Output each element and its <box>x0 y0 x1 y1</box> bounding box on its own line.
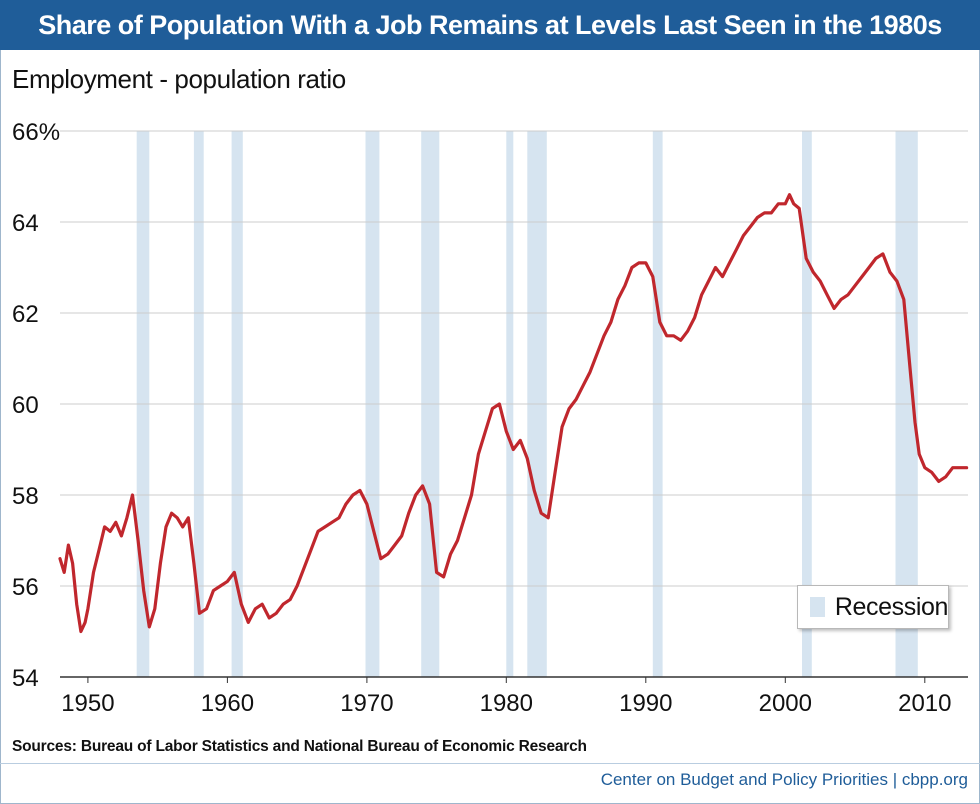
axes <box>60 676 968 683</box>
x-tick-label-1980: 1980 <box>480 690 533 717</box>
y-tick-label-64: 64 <box>12 210 39 237</box>
x-tick-labels: 1950 1960 1970 1980 1990 2000 2010 <box>61 690 951 717</box>
series-line-0 <box>58 193 969 634</box>
series-layer <box>58 193 969 634</box>
y-tick-label-60: 60 <box>12 392 39 419</box>
y-axis-title: Employment - population ratio <box>12 64 346 94</box>
x-tick-label-2010: 2010 <box>898 690 951 717</box>
x-tick-label-1950: 1950 <box>61 690 114 717</box>
x-tick-label-1990: 1990 <box>619 690 672 717</box>
legend-label: Recession <box>834 592 949 621</box>
x-tick-label-1960: 1960 <box>201 690 254 717</box>
sources-note: Sources: Bureau of Labor Statistics and … <box>12 738 587 755</box>
x-tick-label-1970: 1970 <box>340 690 393 717</box>
y-tick-label-66: 66% <box>12 119 60 146</box>
y-tick-label-54: 54 <box>12 665 39 692</box>
chart-title: Share of Population With a Job Remains a… <box>0 0 980 50</box>
credit-line: Center on Budget and Policy Priorities |… <box>600 770 968 789</box>
y-tick-label-62: 62 <box>12 301 39 328</box>
y-tick-label-58: 58 <box>12 483 39 510</box>
x-tick-label-2000: 2000 <box>759 690 812 717</box>
y-tick-label-56: 56 <box>12 574 39 601</box>
footer-divider <box>0 763 980 764</box>
y-tick-labels: 54 56 58 60 62 64 66% <box>12 119 60 692</box>
legend: Recession <box>797 585 949 629</box>
legend-swatch-recession <box>810 597 825 617</box>
